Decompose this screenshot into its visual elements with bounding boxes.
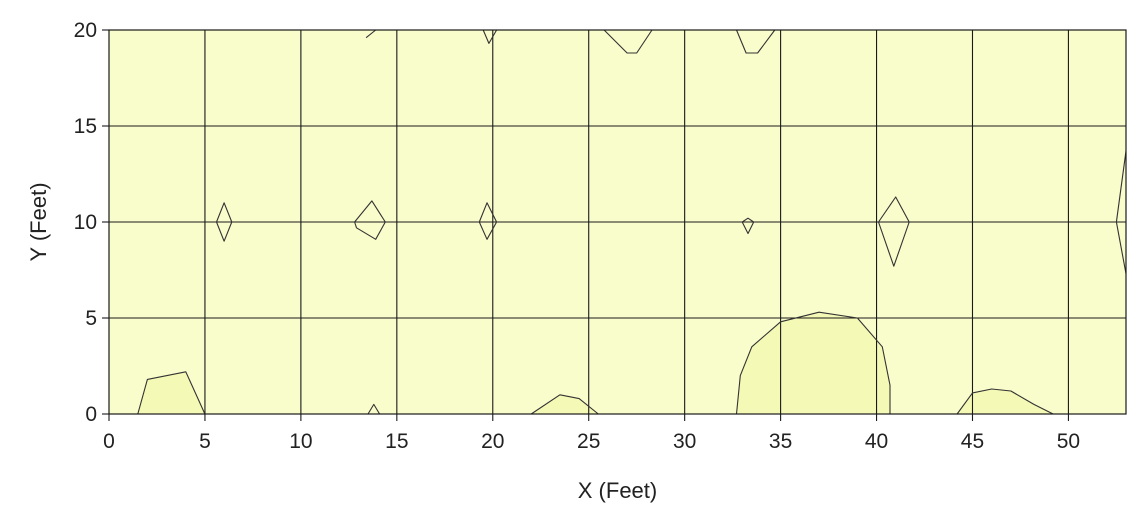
x-tick-label: 35 — [769, 430, 792, 453]
contour-line — [877, 196, 910, 267]
contour-region-fill — [957, 389, 1054, 414]
contour-line — [215, 202, 233, 242]
contour-line — [741, 217, 755, 235]
contour-line — [365, 29, 377, 39]
y-tick-label: 10 — [74, 211, 97, 234]
contour-region-fill — [531, 394, 599, 414]
contour-line — [367, 403, 381, 415]
contour-line — [530, 394, 599, 415]
x-tick-label: 0 — [103, 430, 115, 453]
contour-line — [482, 29, 498, 44]
x-tick-label: 30 — [673, 430, 696, 453]
contour-region-fill — [736, 312, 890, 414]
axis-ticks — [102, 29, 1069, 421]
x-tick-label: 10 — [289, 430, 312, 453]
contour-region-fill — [137, 371, 205, 414]
x-tick-label: 40 — [865, 430, 888, 453]
y-tick-label: 0 — [85, 403, 97, 426]
contour-lines — [137, 29, 1127, 415]
contour-line — [137, 371, 206, 415]
contour-line — [956, 388, 1054, 415]
grid-lines — [109, 30, 1126, 414]
contour-line — [354, 200, 386, 240]
y-tick-label: 5 — [85, 307, 97, 330]
x-tick-label: 15 — [385, 430, 408, 453]
x-axis-title: X (Feet) — [578, 478, 657, 503]
x-axis-tick-labels: 0 5 10 15 20 25 30 35 40 45 50 — [103, 430, 1080, 453]
contour-line — [478, 202, 498, 240]
x-tick-label: 45 — [961, 430, 984, 453]
x-tick-label: 20 — [481, 430, 504, 453]
x-tick-label: 50 — [1057, 430, 1080, 453]
y-axis-tick-labels: 0 5 10 15 20 — [74, 19, 97, 426]
x-tick-label: 5 — [199, 430, 211, 453]
contour-line — [603, 29, 653, 54]
contour-line — [1115, 150, 1127, 274]
y-axis-title: Y (Feet) — [26, 182, 51, 261]
contour-line — [735, 29, 776, 54]
y-tick-label: 20 — [74, 19, 97, 42]
y-tick-label: 15 — [74, 115, 97, 138]
contour-line — [735, 311, 891, 415]
contour-fills — [137, 312, 1054, 414]
x-tick-label: 25 — [577, 430, 600, 453]
